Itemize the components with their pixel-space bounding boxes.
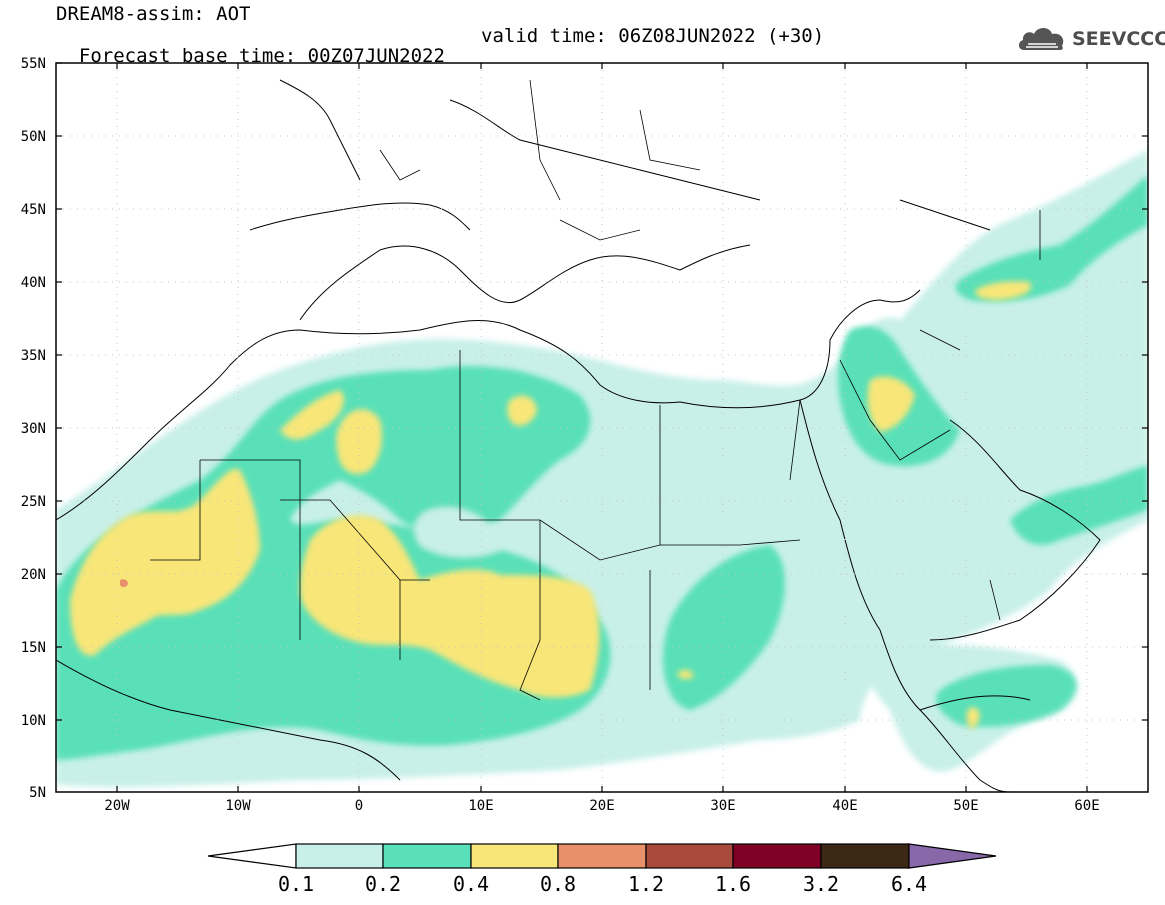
colorbar	[207, 843, 997, 869]
map-title: DREAM8-assim: AOT	[56, 3, 251, 25]
lat-label: 35N	[20, 348, 46, 364]
colorbar-label: 0.1	[277, 872, 315, 896]
lon-label: 40E	[832, 798, 858, 814]
colorbar-label: 3.2	[802, 872, 840, 896]
colorbar-label: 0.8	[539, 872, 577, 896]
aot-field	[56, 63, 1148, 792]
lon-label: 10W	[225, 798, 251, 814]
lat-label: 30N	[20, 421, 46, 437]
lon-label: 10E	[468, 798, 494, 814]
base-time: Forecast base time: 00Z07JUN2022	[78, 45, 445, 67]
lon-label: 0	[354, 798, 364, 814]
lon-label: 20W	[104, 798, 130, 814]
lon-label: 30E	[710, 798, 736, 814]
lat-label: 50N	[20, 129, 46, 145]
forecast-times: Forecast base time: 00Z07JUN2022 valid t…	[56, 26, 824, 86]
lat-label: 55N	[20, 56, 46, 72]
lon-label: 50E	[953, 798, 979, 814]
colorbar-underflow	[207, 843, 297, 869]
country-borders	[150, 79, 1041, 701]
colorbar-label: 0.4	[452, 872, 490, 896]
colorbar-label: 6.4	[890, 872, 928, 896]
lat-label: 5N	[29, 785, 46, 801]
valid-time: valid time: 06Z08JUN2022 (+30)	[481, 25, 825, 47]
colorbar-segment	[820, 843, 910, 869]
seevccc-logo: SEEVCCC	[1016, 22, 1165, 56]
cloud-logo-icon	[1018, 28, 1064, 50]
lat-label: 15N	[20, 640, 46, 656]
lon-label: 60E	[1074, 798, 1100, 814]
lon-label: 20E	[589, 798, 615, 814]
colorbar-segment	[732, 843, 822, 869]
colorbar-segment	[382, 843, 472, 869]
colorbar-label: 1.6	[714, 872, 752, 896]
colorbar-overflow	[908, 843, 997, 869]
lat-label: 20N	[20, 567, 46, 583]
lat-label: 25N	[20, 494, 46, 510]
aot-level-0.8	[120, 579, 128, 588]
colorbar-segment	[295, 843, 384, 869]
lat-label: 40N	[20, 275, 46, 291]
lat-label: 10N	[20, 713, 46, 729]
coastlines	[56, 79, 1101, 792]
axis-ticks	[56, 62, 1148, 792]
colorbar-segment	[470, 843, 559, 869]
colorbar-segment	[557, 843, 647, 869]
graticule	[56, 63, 1148, 792]
colorbar-label: 1.2	[627, 872, 665, 896]
lat-label: 45N	[20, 202, 46, 218]
logo-text: SEEVCCC	[1072, 28, 1165, 50]
colorbar-segment	[645, 843, 734, 869]
colorbar-label: 0.2	[364, 872, 402, 896]
